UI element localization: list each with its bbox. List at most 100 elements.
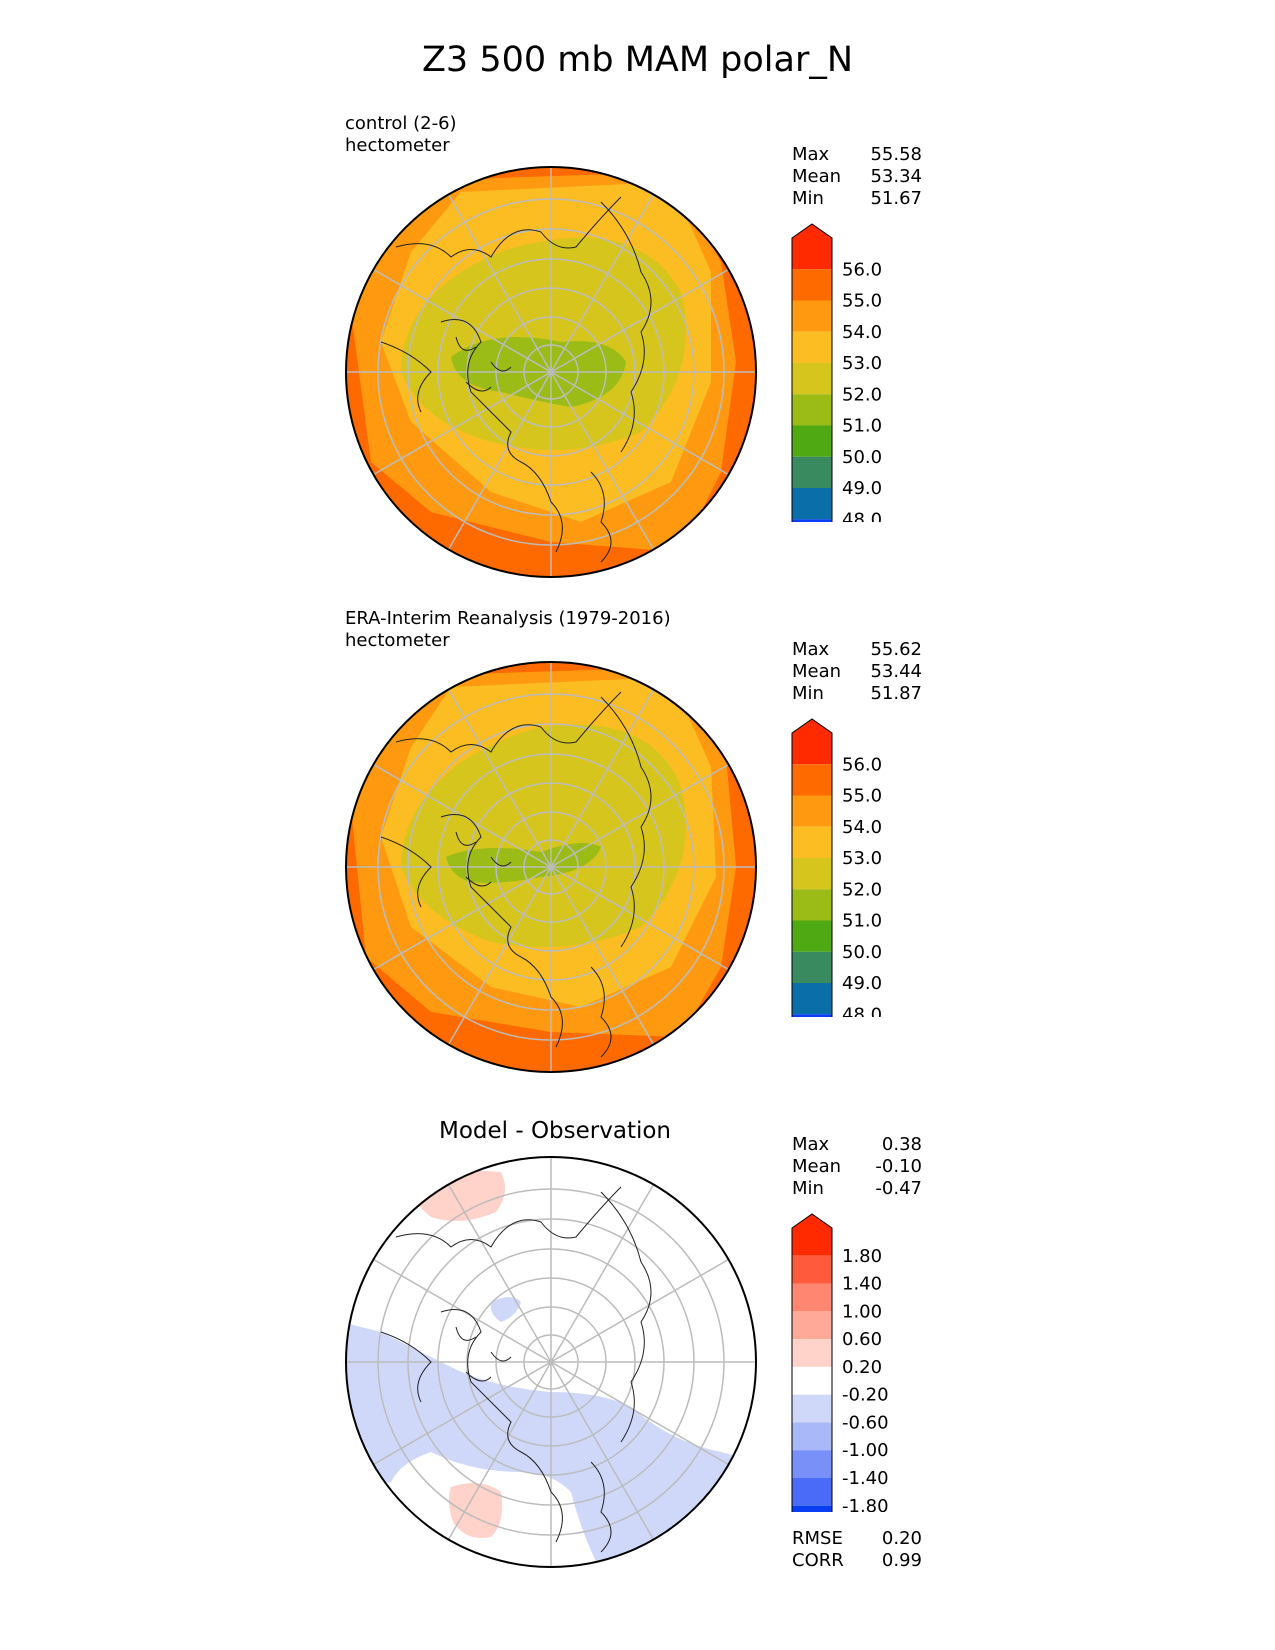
colorbar-tick-label: 1.40: [842, 1274, 882, 1295]
panel-3-colorbar: 1.80 1.40 1.00 0.60 0.20 -0.20 -0.60 -1.00 -1.40…: [791, 1213, 889, 1512]
panel-2-title: ERA-Interim Reanalysis (1979-2016) hecto…: [345, 608, 671, 652]
colorbar-outline: [791, 223, 833, 522]
colorbar-tick-label: -1.40: [842, 1468, 889, 1489]
colorbar-tick-label: 49.0: [842, 973, 882, 994]
colorbar-segment: [792, 1255, 832, 1284]
stat-value-rmse: 0.20: [881, 1528, 922, 1549]
colorbar-segment: [792, 1214, 832, 1256]
stat-label-mean: Mean: [792, 166, 842, 187]
map-boundary: [345, 661, 757, 1073]
stat-label-min: Min: [792, 188, 824, 209]
map-boundary: [345, 166, 757, 578]
colorbar-segment: [792, 1505, 832, 1512]
colorbar-tick-label: -0.20: [842, 1385, 889, 1406]
stat-value-min: 51.67: [870, 188, 922, 209]
panel-2-polar-map: [345, 661, 757, 1073]
colorbar-tick-label: 55.0: [842, 786, 882, 807]
colorbar-segment: [792, 983, 832, 1015]
colorbar-tick-label: 53.0: [842, 848, 882, 869]
colorbar-tick-label: 0.20: [842, 1357, 882, 1378]
colorbar-tick-label: 55.0: [842, 291, 882, 312]
colorbar-segment: [792, 269, 832, 301]
panel-1-stats: Max 55.58 Mean 53.34 Min 51.67: [792, 144, 922, 210]
colorbar-outline: [791, 1213, 833, 1512]
stat-label-max: Max: [792, 639, 830, 660]
colorbar-segment: [792, 951, 832, 983]
colorbar-tick-label: 54.0: [842, 322, 882, 343]
stat-row-rmse: RMSE 0.20: [792, 1528, 922, 1550]
colorbar-tick-label: -1.80: [842, 1496, 889, 1512]
stat-value-mean: 53.44: [870, 661, 922, 682]
graticule: [346, 167, 756, 577]
stat-value-corr: 0.99: [881, 1550, 922, 1571]
colorbar-outline: [791, 718, 833, 1017]
stat-label-min: Min: [792, 683, 824, 704]
stat-row-min: Min -0.47: [792, 1178, 922, 1200]
stat-row-min: Min 51.87: [792, 683, 922, 705]
colorbar-segment: [792, 456, 832, 488]
panel-1-title: control (2-6) hectometer: [345, 113, 457, 157]
colorbar-segment: [792, 826, 832, 858]
coastlines: [380, 196, 652, 563]
colorbar-segment: [792, 719, 832, 765]
panel-1-title-line-1: control (2-6): [345, 113, 457, 134]
colorbar-tick-label: 51.0: [842, 416, 882, 437]
colorbar-tick-label: 51.0: [842, 911, 882, 932]
stat-label-mean: Mean: [792, 661, 842, 682]
colorbar-segment: [792, 764, 832, 796]
colorbar-tick-label: 56.0: [842, 754, 882, 775]
panel-3-extra-stats: RMSE 0.20 CORR 0.99: [792, 1528, 922, 1572]
colorbar-segment: [792, 519, 832, 522]
colorbar-segment: [792, 1014, 832, 1017]
stat-row-mean: Mean 53.44: [792, 661, 922, 683]
colorbar-segment: [792, 858, 832, 890]
stat-label-max: Max: [792, 144, 830, 165]
colorbar-tick-label: 48.0: [842, 1004, 882, 1017]
colorbar-segment: [792, 363, 832, 395]
map-boundary: [345, 1156, 757, 1568]
colorbar-tick-label: 52.0: [842, 879, 882, 900]
colorbar-segment: [792, 1450, 832, 1478]
panel-2-title-line-2: hectometer: [345, 630, 450, 651]
colorbar-segment: [792, 331, 832, 363]
coastlines: [380, 691, 652, 1058]
panel-2-colorbar: 56.0 55.0 54.0 53.0 52.0 51.0 50.0 49.0 48.0: [791, 718, 882, 1017]
panel-1-colorbar: 56.0 55.0 54.0 53.0 52.0 51.0 50.0 49.0 48.0: [791, 223, 882, 522]
stat-label-mean: Mean: [792, 1156, 842, 1177]
figure-title: Z3 500 mb MAM polar_N: [421, 40, 854, 80]
colorbar-segment: [792, 1394, 832, 1423]
colorbar-segment: [792, 1339, 832, 1367]
colorbar-segment: [792, 795, 832, 827]
colorbar-tick-label: -1.00: [842, 1440, 889, 1461]
coastlines: [380, 1186, 652, 1553]
colorbar-segment: [792, 889, 832, 921]
negative-anomaly-small: [490, 1297, 521, 1322]
colorbar-segment: [792, 488, 832, 520]
contour-52-53: [401, 724, 686, 947]
stat-row-max: Max 55.62: [792, 639, 922, 661]
colorbar-tick-label: 0.60: [842, 1329, 882, 1350]
panel-2-title-line-1: ERA-Interim Reanalysis (1979-2016): [345, 608, 671, 629]
colorbar-tick-label: 50.0: [842, 942, 882, 963]
stat-label-rmse: RMSE: [792, 1528, 843, 1549]
colorbar-tick-label: 1.00: [842, 1301, 882, 1322]
stat-row-corr: CORR 0.99: [792, 1550, 922, 1572]
colorbar-segment: [792, 1422, 832, 1451]
colorbar-segment: [792, 1311, 832, 1340]
panel-1-title-line-2: hectometer: [345, 135, 450, 156]
stat-row-mean: Mean -0.10: [792, 1156, 922, 1178]
colorbar-tick-label: -0.60: [842, 1412, 889, 1433]
colorbar-segment: [792, 300, 832, 332]
colorbar-tick-label: 50.0: [842, 447, 882, 468]
colorbar-segment: [792, 224, 832, 270]
panel-3-title: Model - Observation: [438, 1118, 672, 1144]
stat-value-max: 0.38: [881, 1134, 922, 1155]
stat-label-corr: CORR: [792, 1550, 844, 1571]
colorbar-tick-label: 53.0: [842, 353, 882, 374]
stat-row-max: Max 55.58: [792, 144, 922, 166]
colorbar-segment: [792, 1366, 832, 1395]
colorbar-tick-label: 52.0: [842, 384, 882, 405]
stat-value-mean: -0.10: [875, 1156, 922, 1177]
stat-value-min: 51.87: [870, 683, 922, 704]
graticule: [346, 1157, 756, 1567]
